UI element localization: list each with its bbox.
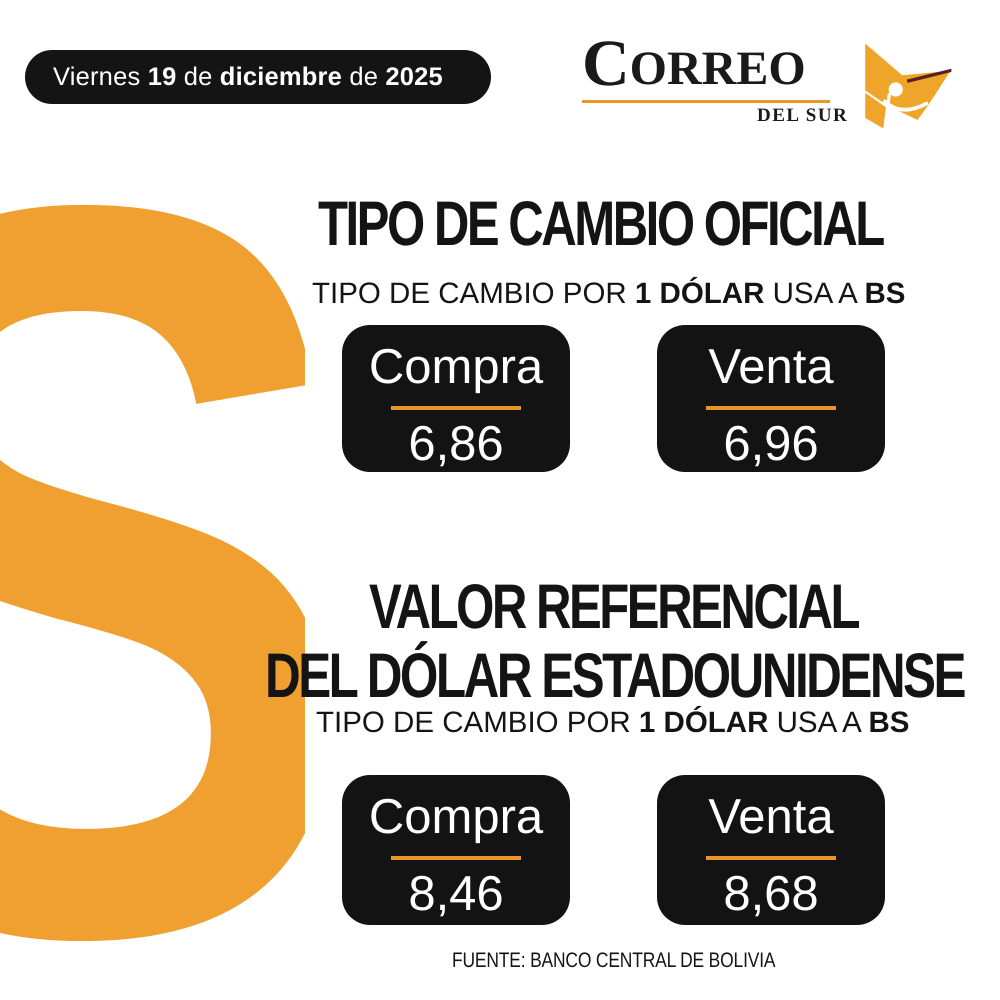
svg-text:S: S bbox=[0, 141, 305, 1000]
